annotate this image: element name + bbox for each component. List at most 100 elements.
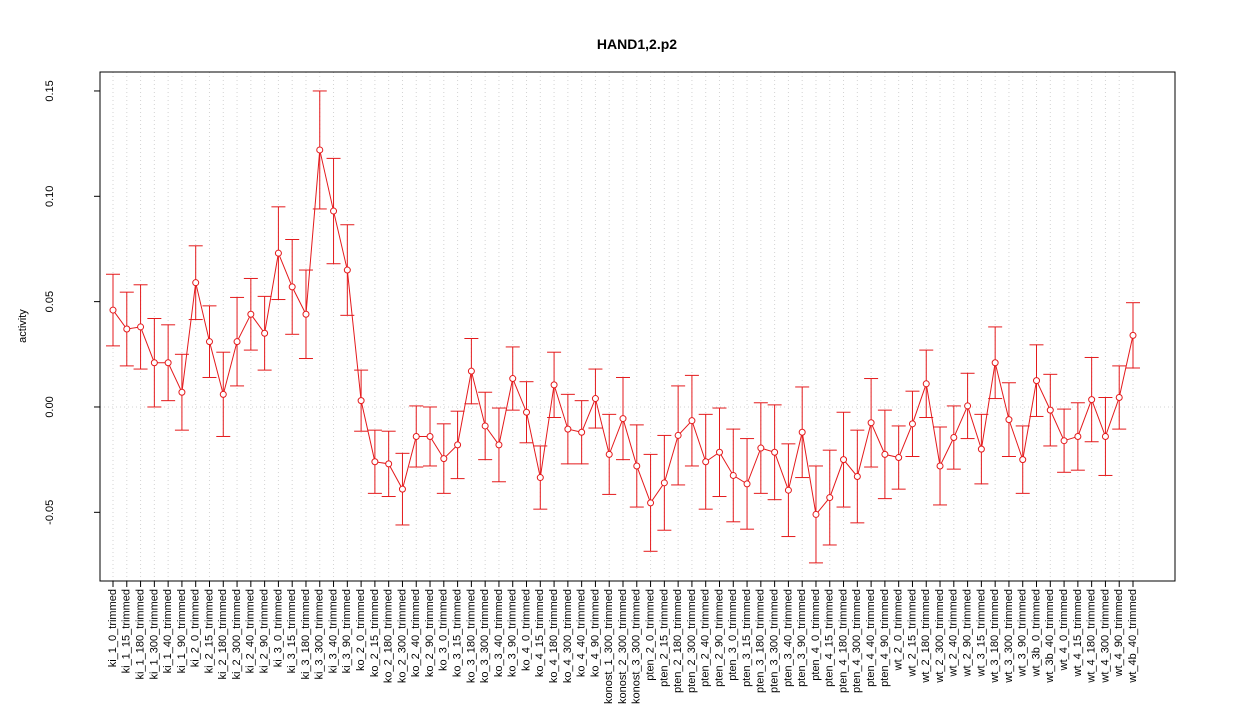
x-tick-label: ki_1_40_trimmed (162, 589, 174, 673)
data-point (922, 380, 930, 388)
y-tick-label: -0.05 (44, 500, 56, 525)
data-point (550, 381, 558, 389)
x-tick-label: konost_2_300_trimmed (617, 589, 629, 704)
data-point (536, 474, 544, 482)
data-point (137, 323, 145, 331)
x-tick-label: wt_4_90_trimmed (1113, 589, 1125, 677)
data-point (812, 510, 820, 518)
data-point (1005, 416, 1013, 424)
data-point (123, 325, 131, 333)
data-point (1088, 396, 1096, 404)
data-point (771, 448, 779, 456)
data-point (647, 499, 655, 507)
x-tick-label: ki_1_15_trimmed (121, 589, 133, 673)
x-tick-label: ko_2_40_trimmed (410, 589, 422, 677)
data-point (743, 480, 751, 488)
data-point (702, 458, 710, 466)
x-tick-label: pten_3_15_trimmed (741, 589, 753, 687)
data-point (509, 375, 517, 383)
data-point (178, 388, 186, 396)
data-point (881, 450, 889, 458)
data-point (412, 432, 420, 440)
x-tick-label: pten_3_0_trimmed (727, 589, 739, 681)
y-tick-label: 0.10 (44, 186, 56, 207)
data-point (205, 338, 213, 346)
data-point (578, 428, 586, 436)
data-point (729, 471, 737, 479)
data-point (674, 431, 682, 439)
data-point (1129, 331, 1137, 339)
x-tick-label: ko_4_90_trimmed (589, 589, 601, 677)
x-tick-label: ko_4_0_trimmed (520, 589, 532, 671)
x-tick-label: pten_4_0_trimmed (810, 589, 822, 681)
x-tick-label: ko_4_15_trimmed (534, 589, 546, 677)
data-point (343, 266, 351, 274)
x-tick-label: ki_2_180_trimmed (217, 589, 229, 680)
data-point (660, 479, 668, 487)
data-point (757, 444, 765, 452)
y-tick-label: 0.15 (44, 80, 56, 101)
x-tick-label: ko_3_0_trimmed (438, 589, 450, 671)
x-tick-label: pten_2_90_trimmed (713, 589, 725, 687)
data-point (715, 448, 723, 456)
x-tick-label: ki_1_300_trimmed (148, 589, 160, 680)
data-point (426, 432, 434, 440)
x-tick-label: wt_2_180_trimmed (920, 589, 932, 684)
data-point (950, 434, 958, 442)
x-tick-label: ko_2_300_trimmed (396, 589, 408, 683)
x-tick-label: ki_3_180_trimmed (300, 589, 312, 680)
data-point (467, 367, 475, 375)
data-point (1019, 456, 1027, 464)
x-tick-label: pten_2_15_trimmed (658, 589, 670, 687)
data-point (564, 425, 572, 433)
x-tick-label: ki_2_40_trimmed (245, 589, 257, 673)
x-tick-label: pten_4_300_trimmed (851, 589, 863, 693)
data-point (440, 455, 448, 463)
data-point (591, 395, 599, 403)
data-point (495, 441, 503, 449)
data-point (798, 428, 806, 436)
x-tick-label: ko_4_180_trimmed (548, 589, 560, 683)
x-tick-label: ko_3_180_trimmed (465, 589, 477, 683)
data-point (1115, 393, 1123, 401)
x-tick-label: ki_2_15_trimmed (203, 589, 215, 673)
x-tick-label: ki_3_0_trimmed (272, 589, 284, 667)
x-tick-label: wt_2_40_trimmed (948, 589, 960, 677)
x-tick-label: pten_3_40_trimmed (782, 589, 794, 687)
x-tick-label: wt_4_300_trimmed (1099, 589, 1111, 684)
plot-frame (99, 71, 1176, 582)
x-tick-label: ki_3_300_trimmed (314, 589, 326, 680)
x-tick-label: ko_2_90_trimmed (424, 589, 436, 677)
x-tick-label: konost_3_300_trimmed (631, 589, 643, 704)
x-tick-label: wt_2_300_trimmed (934, 589, 946, 684)
data-point (908, 420, 916, 428)
x-tick-label: wt_3_90_trimmed (1017, 589, 1029, 677)
x-tick-label: pten_4_40_trimmed (865, 589, 877, 687)
x-tick-label: pten_2_40_trimmed (700, 589, 712, 687)
x-tick-label: pten_4_180_trimmed (837, 589, 849, 693)
data-point (977, 445, 985, 453)
data-point (840, 456, 848, 464)
x-tick-label: ko_4_300_trimmed (562, 589, 574, 683)
data-point (316, 146, 324, 154)
x-tick-label: wt_2_15_trimmed (906, 589, 918, 677)
x-tick-label: pten_3_300_trimmed (769, 589, 781, 693)
data-point (288, 283, 296, 291)
x-tick-label: wt_4_0_trimmed (1058, 589, 1070, 671)
x-tick-label: pten_2_0_trimmed (644, 589, 656, 681)
data-point (605, 450, 613, 458)
data-point (1060, 437, 1068, 445)
data-point (936, 462, 944, 470)
y-axis-label: activity (17, 309, 29, 343)
x-tick-label: ko_2_180_trimmed (383, 589, 395, 683)
data-point (385, 460, 393, 468)
x-tick-label: wt_3_15_trimmed (975, 589, 987, 677)
x-tick-label: wt_3b_0_trimmed (1030, 589, 1042, 677)
data-point (1046, 406, 1054, 414)
x-tick-label: pten_2_180_trimmed (672, 589, 684, 693)
x-tick-label: wt_2_90_trimmed (962, 589, 974, 677)
x-tick-label: wt_3_180_trimmed (989, 589, 1001, 684)
data-point (357, 397, 365, 405)
x-tick-label: wt_4b_40_trimmed (1127, 589, 1139, 684)
chart-title: HAND1,2.p2 (597, 36, 677, 52)
